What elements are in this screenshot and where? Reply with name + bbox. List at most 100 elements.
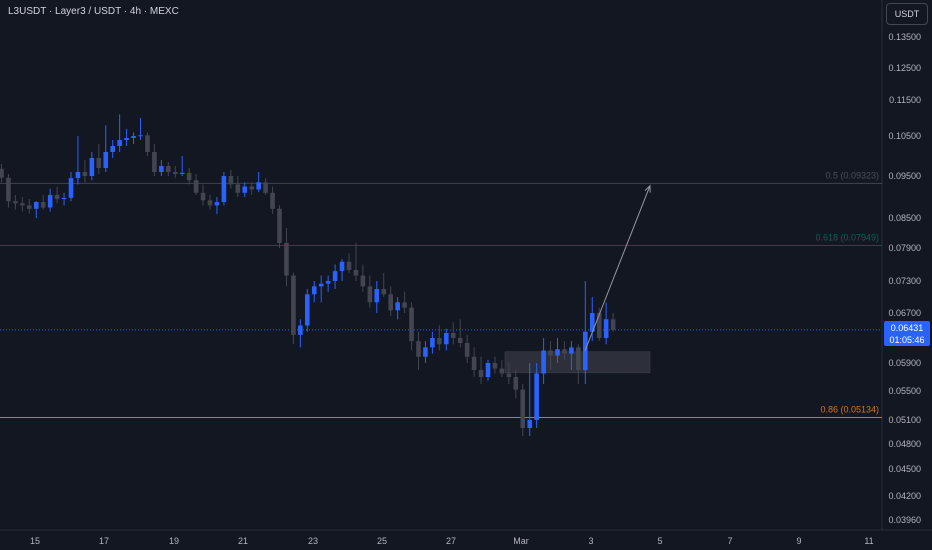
candle-body [416,341,421,357]
candle-body [47,194,53,208]
candle-body [409,307,414,342]
candle [20,197,25,212]
time-tick-label: 15 [30,536,40,546]
candle [339,259,345,281]
fib-label: 0.5 (0.09323) [825,170,879,180]
candle-body [263,182,268,193]
candle-body [235,184,241,193]
candle [270,186,275,214]
price-axis[interactable]: 0.13500 0.12500 0.11500 0.10500 0.09500 0.085… [888,32,921,525]
candle [193,174,199,195]
candle-body [499,368,505,374]
candle-body [103,152,109,168]
candle [186,168,192,185]
candle [569,341,574,370]
candle-body [388,294,393,311]
candle-body [485,363,491,377]
price-tick-label: 0.07900 [888,243,921,253]
candle [346,253,352,273]
candle [207,194,213,210]
candle [416,331,421,370]
candle-body [478,370,484,377]
candle [284,228,289,287]
candle [485,359,491,381]
candle [117,114,122,152]
candle [506,363,512,384]
price-tick-label: 0.11500 [889,95,921,105]
candle [13,194,18,210]
candle-body [603,319,609,338]
candle-body [61,197,67,200]
candle [6,174,11,208]
candle [242,182,248,197]
candle [291,272,296,345]
candle-body [33,202,39,209]
projection-arrow-line [584,185,651,351]
candle-body [214,202,220,206]
candle-body [270,192,275,209]
candle-body [395,302,400,311]
candle-body [444,333,449,345]
candle-body [207,200,213,206]
candle-body [152,152,157,172]
time-tick-label: 5 [657,536,662,546]
candle-body [555,349,560,356]
candle-body [228,176,234,185]
candle [103,125,109,172]
candle-body [311,286,317,295]
candle [27,199,32,214]
candle-body [402,302,407,308]
candle-body [186,172,192,181]
candle [548,341,553,370]
candle [464,334,470,363]
candle-body [437,338,442,345]
candle-body [242,186,248,193]
candle-body [40,202,46,208]
candle [0,164,4,183]
currency-button[interactable]: USDT [886,3,928,25]
candle [534,363,539,428]
candle-body [318,283,324,287]
candle-body [131,136,136,138]
candle [200,184,206,206]
candle-body [6,177,11,202]
candle [152,144,157,176]
time-axis[interactable]: 15 17 19 21 23 25 27 Mar 3 5 7 9 11 [30,536,874,546]
candle [75,136,81,185]
candle-body [298,325,303,335]
time-tick-label: 3 [588,536,593,546]
projection-arrow-head [644,184,651,193]
candle [61,192,67,206]
candle-body [367,286,373,303]
candle-body [249,186,254,190]
candle [610,313,616,332]
candle [444,328,449,351]
current-price-tag: 0.06431 01:05:46 [884,321,930,346]
candle [555,338,560,363]
candle-body [68,178,74,198]
candle-body [54,194,60,200]
fib-label: 0.618 (0.07949) [815,233,879,243]
candle [450,322,456,345]
candle-body [374,289,380,303]
candle-body [27,205,32,209]
candle [520,384,526,436]
candle [388,286,393,317]
candle [603,302,609,345]
symbol-title[interactable]: L3USDT · Layer3 / USDT · 4h · MEXC [8,6,179,17]
candles [0,114,616,436]
candle [68,172,74,202]
candle-body [117,140,122,146]
candle-body [256,182,261,190]
candle-body [291,275,296,335]
candle-body [541,350,546,374]
candle-body [589,313,595,332]
candle [471,347,477,377]
candle-body [166,166,171,172]
candle [499,359,505,377]
candle [138,118,143,140]
candle [82,160,88,183]
candle-body [221,176,227,203]
candle-body [430,338,435,348]
